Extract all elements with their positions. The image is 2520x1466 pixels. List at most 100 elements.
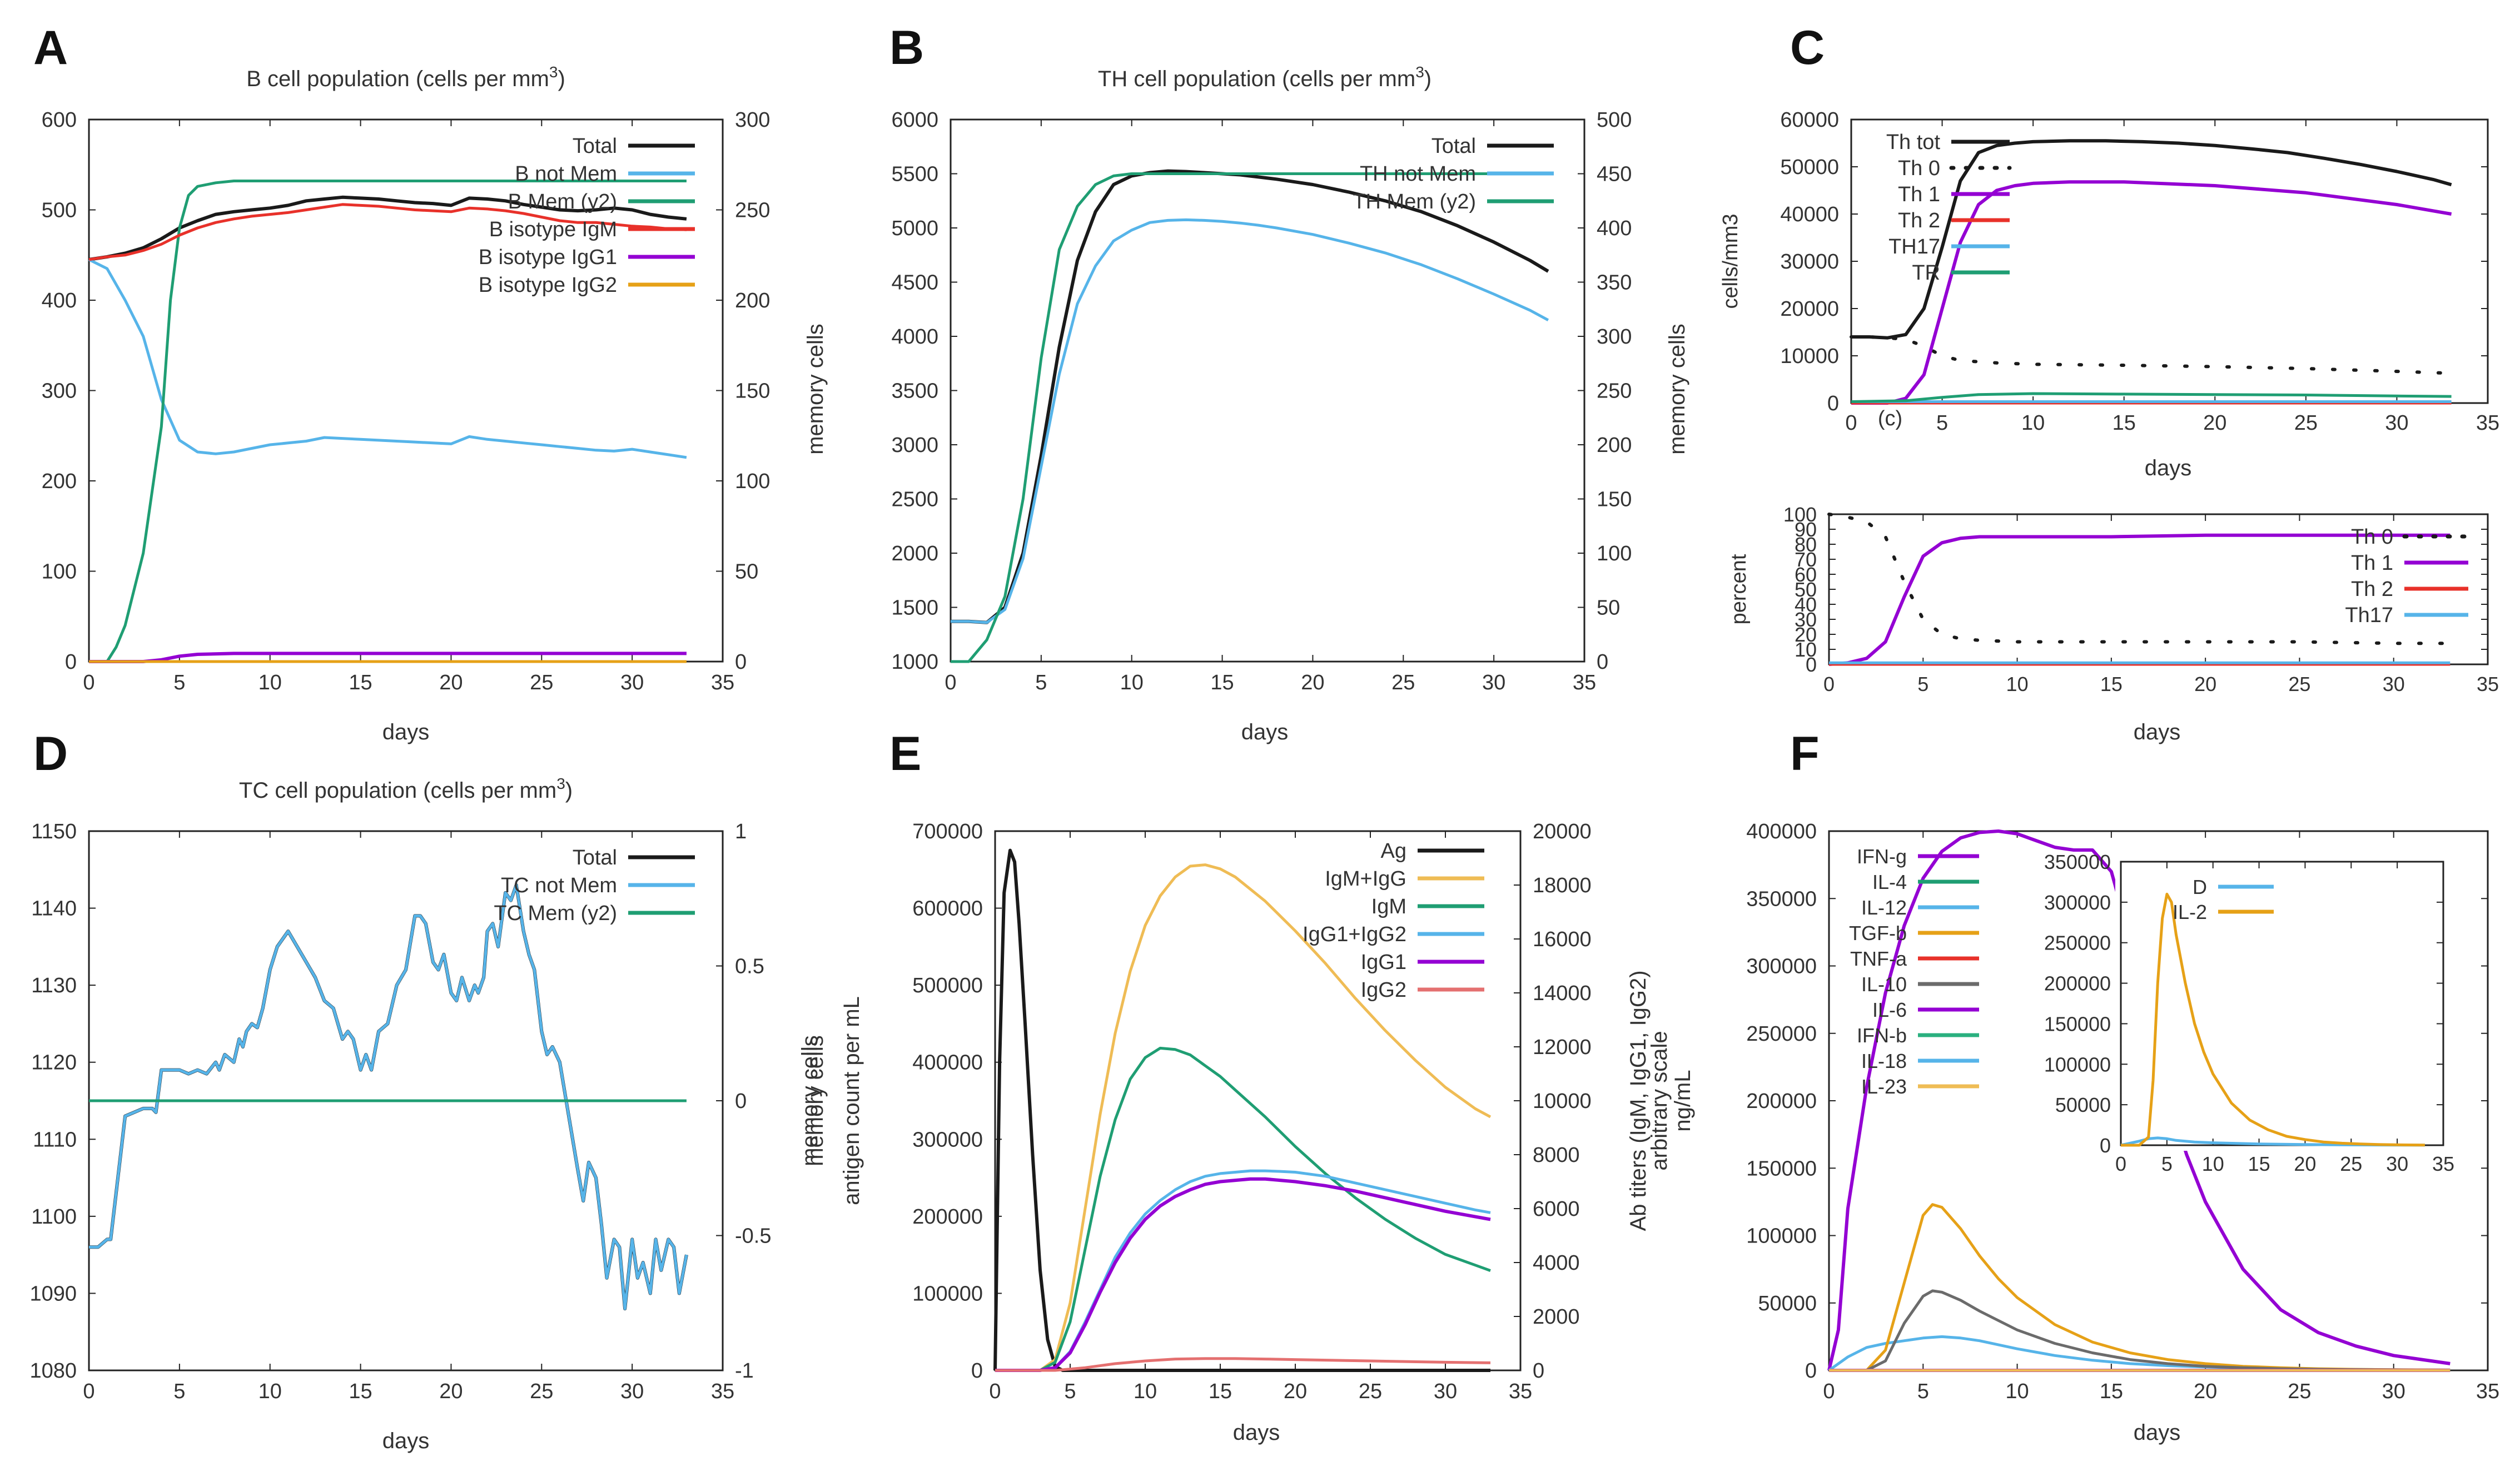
x-ticks: 0 5 10 15 20 25 30 35 — [1823, 831, 2499, 1403]
x-tick-label: 25 — [1391, 671, 1415, 694]
y-tick-label: 4500 — [891, 271, 938, 295]
x-tick-label: 0 — [2115, 1152, 2126, 1175]
y-tick-label: 60000 — [1780, 108, 1839, 132]
legend-label: TH not Mem — [1360, 162, 1476, 186]
x-tick-label: 15 — [2248, 1152, 2270, 1175]
x-tick-label: 5 — [1064, 1380, 1076, 1403]
y-tick-label: 1090 — [29, 1282, 77, 1305]
y2-tick-label: 8000 — [1533, 1144, 1580, 1167]
panel-letter-a: A — [33, 21, 68, 74]
y-tick-label: 0 — [1805, 1359, 1817, 1383]
x-tick-label: 5 — [1936, 411, 1948, 435]
y-tick-label: 1080 — [29, 1359, 77, 1383]
legend-label: Th 2 — [2351, 578, 2393, 601]
y-tick-label: 10000 — [1780, 345, 1839, 368]
x-tick-label: 25 — [530, 1380, 553, 1403]
y2-tick-label: 0 — [1597, 650, 1608, 674]
panel-letter-e: E — [889, 727, 921, 781]
legend-label: B Mem (y2) — [508, 190, 617, 213]
legend-label: IL-18 — [1861, 1050, 1907, 1072]
x-axis-label: days — [2134, 720, 2181, 744]
x-tick-label: 35 — [1573, 671, 1596, 694]
title-text: ) — [565, 778, 573, 803]
series-line-b-mem-y2- — [89, 180, 687, 663]
y-tick-label: 40000 — [1780, 203, 1839, 226]
y-tick-label: 40 — [1795, 593, 1817, 616]
legend-label: Ag — [1381, 839, 1406, 863]
legend-label: Total — [573, 846, 617, 869]
y-tick-label: 400000 — [912, 1051, 983, 1075]
legend-label: TNF-a — [1850, 947, 1907, 970]
series-line-total — [89, 883, 688, 1311]
y2-tick-label: 150 — [735, 380, 770, 403]
series-line-th-1 — [1851, 180, 2452, 405]
x-axis-label: days — [1241, 720, 1289, 744]
panel-c-counts: 0 5 10 15 20 25 30 35 0 10000 20000 30000 40000 50000… — [1719, 108, 2499, 480]
x-tick-label: 30 — [2382, 1380, 2405, 1403]
x-tick-label: 5 — [1917, 1380, 1929, 1403]
legend-label: B not Mem — [515, 162, 617, 186]
series-line-ag — [993, 848, 1490, 1372]
x-ticks: 0 5 10 15 20 25 30 35 — [989, 831, 1532, 1403]
y2-tick-label: 300 — [735, 108, 770, 132]
legend-label: Th 2 — [1898, 209, 1940, 232]
x-tick-label: 0 — [945, 671, 956, 694]
series-line-th-mem-y2- — [951, 172, 1548, 663]
y-tick-label: 0 — [65, 650, 77, 674]
legend-label: Th 0 — [2351, 525, 2393, 549]
y2-ticks: 0 50 100 150 200 250 300 — [716, 108, 770, 674]
x-tick-label: 35 — [2477, 673, 2499, 695]
y-tick-label: 70 — [1795, 548, 1817, 571]
x-tick-label: 15 — [2113, 411, 2136, 435]
x-ticks: 0 5 10 15 20 25 30 35 — [83, 120, 734, 694]
series-line-igm — [995, 1046, 1491, 1372]
x-tick-label: 0 — [989, 1380, 1001, 1403]
x-tick-label: 30 — [620, 671, 644, 694]
series-line-b-isotype-igg1 — [89, 652, 687, 663]
x-axis-label: days — [2145, 456, 2192, 480]
x-tick-label: 0 — [83, 671, 95, 694]
y-tick-label: 1110 — [33, 1128, 77, 1151]
y-tick-label: 20000 — [1780, 297, 1839, 321]
x-tick-label: 15 — [349, 1380, 372, 1403]
y2-tick-label: 450 — [1597, 163, 1632, 186]
y-tick-label: 10 — [1795, 638, 1817, 661]
y-ticks: 0 50000 100000 150000 200000 250000 300000 3500… — [2044, 851, 2443, 1157]
legend-label: TR — [1912, 261, 1940, 285]
y2-tick-label: 50 — [1597, 597, 1620, 620]
y2-tick-label: 4000 — [1533, 1251, 1580, 1275]
y-tick-label: 0 — [1827, 392, 1839, 415]
x-ticks: 0 5 10 15 20 25 30 35 — [2115, 862, 2454, 1175]
x-tick-label: 30 — [1434, 1380, 1457, 1403]
series-line-total — [951, 169, 1549, 624]
x-tick-label: 20 — [2194, 673, 2216, 695]
y-tick-label: 350000 — [2044, 851, 2111, 873]
legend: Total TH not Mem TH Mem (y2) — [1353, 135, 1554, 213]
title-text: ) — [558, 67, 565, 91]
y2-tick-label: 50 — [735, 560, 758, 584]
x-tick-label: 5 — [1917, 673, 1928, 695]
x-tick-label: 35 — [1509, 1380, 1532, 1403]
panel-f-inset: 0 5 10 15 20 25 30 35 0 50000 100000 150000 200000 25… — [2044, 851, 2454, 1175]
series-line-ifn-g — [1827, 829, 2451, 1371]
x-axis-label: days — [382, 1429, 430, 1453]
y-tick-label: 500000 — [912, 974, 983, 997]
y2-tick-label: 100 — [735, 470, 770, 493]
series-line-th-not-mem — [951, 218, 1549, 624]
legend-label: IFN-b — [1857, 1024, 1907, 1047]
y-tick-label: 1100 — [31, 1205, 77, 1229]
y-tick-label: 4000 — [891, 325, 938, 349]
legend-label: IL-2 — [2173, 901, 2207, 923]
y2-axis-label-3: ng/mL — [1671, 1070, 1695, 1131]
panel-f: 0 5 10 15 20 25 30 35 0 50000 100000 150000 200000 25… — [1746, 820, 2499, 1445]
series-line-th-0 — [1850, 335, 2453, 375]
y2-tick-label: 2000 — [1533, 1305, 1580, 1329]
y-tick-label: 1140 — [31, 897, 77, 921]
y-tick-label: 300000 — [1746, 955, 1817, 978]
series-line-il-10 — [1829, 1289, 2451, 1372]
panel-d: TC cell population (cells per mm3)0 5 10 15… — [29, 775, 828, 1453]
legend-label: Th tot — [1886, 131, 1941, 154]
x-tick-label: 10 — [2202, 1152, 2224, 1175]
